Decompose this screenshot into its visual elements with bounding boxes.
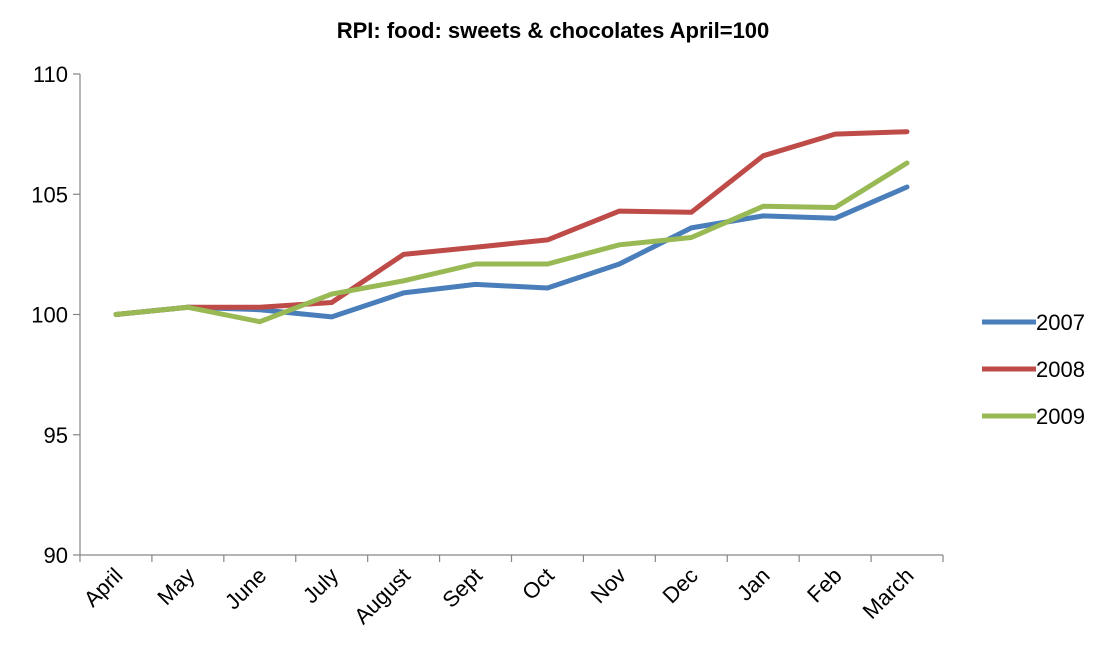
y-axis-ticks: 90 95 100 105 110: [31, 62, 80, 568]
series-lines: [113, 129, 910, 325]
x-tick-label: Dec: [657, 563, 702, 608]
y-tick-label: 100: [31, 303, 68, 328]
x-tick-label: March: [858, 563, 919, 624]
x-axis-ticks: April May June July August Sept Oct Nov Dec Jan Fe…: [79, 555, 944, 629]
x-tick-label: Feb: [802, 563, 846, 607]
chart-title: RPI: food: sweets & chocolates April=100: [337, 18, 770, 43]
x-tick-label: April: [79, 563, 128, 612]
x-tick-label: June: [220, 563, 271, 614]
axes: [79, 74, 943, 556]
x-tick-label: July: [298, 563, 343, 608]
legend-label-2008: 2008: [1036, 357, 1085, 382]
y-tick-label: 95: [44, 423, 68, 448]
y-tick-label: 110: [33, 62, 68, 87]
series-line-2008: [113, 129, 910, 317]
x-tick-label: Jan: [732, 563, 775, 606]
y-tick-label: 105: [31, 182, 68, 207]
legend-label-2007: 2007: [1036, 310, 1085, 335]
x-tick-label: Sept: [437, 563, 487, 613]
legend: 2007 2008 2009: [982, 310, 1085, 429]
series-line-2009: [113, 160, 910, 325]
x-tick-label: August: [349, 563, 415, 629]
x-tick-label: Oct: [517, 563, 559, 605]
legend-label-2009: 2009: [1036, 404, 1085, 429]
y-tick-label: 90: [44, 543, 68, 568]
x-tick-label: May: [152, 563, 199, 610]
x-tick-label: Nov: [586, 563, 631, 608]
